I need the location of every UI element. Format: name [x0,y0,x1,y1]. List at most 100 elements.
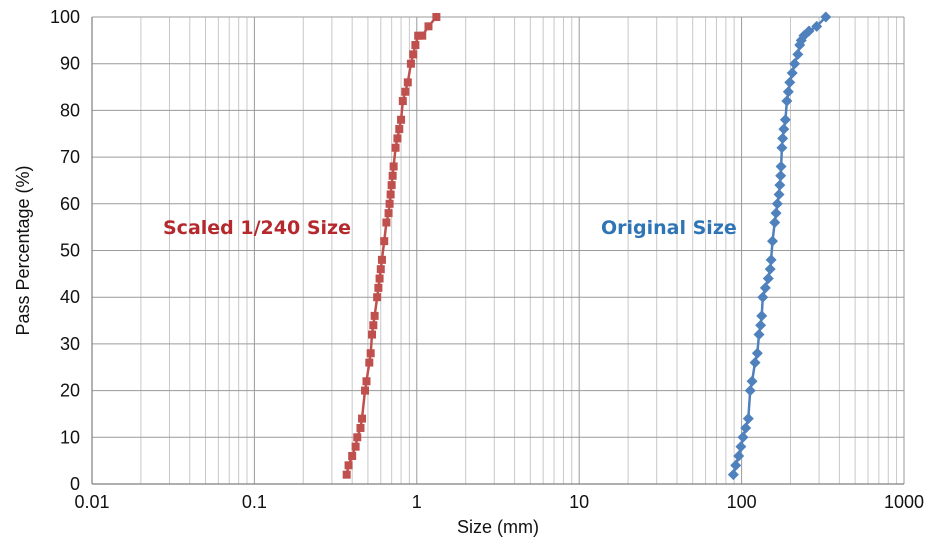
series-annotation: Scaled 1/240 Size [163,217,351,239]
data-point-scaled-1-240-size [386,190,395,199]
data-point-original-size [762,273,774,285]
data-point-original-size [792,48,804,60]
data-point-original-size [727,469,739,481]
data-point-original-size [789,58,801,70]
data-point-scaled-1-240-size [374,283,383,292]
x-tick-label: 0.01 [74,492,109,512]
data-point-scaled-1-240-size [369,321,378,330]
data-point-scaled-1-240-size [342,470,351,479]
x-tick-label: 10 [569,492,589,512]
data-series [342,11,832,481]
data-point-scaled-1-240-size [401,87,410,96]
data-point-original-size [765,254,777,266]
data-point-original-size [759,282,771,294]
data-point-scaled-1-240-size [397,115,406,124]
y-axis-title: Pass Percentage (%) [13,165,33,335]
data-point-original-size [742,413,754,425]
data-point-scaled-1-240-size [356,423,365,432]
data-point-original-size [735,441,747,453]
data-point-scaled-1-240-size [389,162,398,171]
data-point-original-size [771,198,783,210]
data-point-scaled-1-240-size [406,59,415,68]
y-tick-label: 40 [60,287,80,307]
data-point-scaled-1-240-size [382,218,391,227]
data-point-original-size [775,170,787,182]
data-point-scaled-1-240-size [387,181,396,190]
data-point-original-size [756,310,768,322]
data-point-original-size [740,422,752,434]
data-point-original-size [770,207,782,219]
data-point-scaled-1-240-size [391,143,400,152]
data-point-scaled-1-240-size [384,209,393,218]
data-point-scaled-1-240-size [403,78,412,87]
axes: 0.01 0.1 1 10 100 1000 0 10 20 30 40 50 60 70 80 90 100 [50,7,924,512]
data-point-scaled-1-240-size [351,442,360,451]
data-point-scaled-1-240-size [376,265,385,274]
data-point-original-size [755,319,767,331]
data-point-scaled-1-240-size [432,13,441,21]
data-point-scaled-1-240-size [388,171,397,180]
data-point-original-size [753,329,765,341]
x-axis-title: Size (mm) [457,517,539,537]
data-point-scaled-1-240-size [375,274,384,283]
data-point-scaled-1-240-size [361,386,370,395]
data-point-original-size [733,450,745,462]
x-tick-label: 1 [412,492,422,512]
data-point-original-size [803,25,815,37]
data-point-original-size [781,95,793,107]
data-point-original-size [749,357,761,369]
data-point-original-size [757,291,769,303]
data-point-scaled-1-240-size [409,50,418,59]
data-point-scaled-1-240-size [358,414,367,423]
y-tick-label: 100 [50,7,80,27]
data-point-scaled-1-240-size [398,97,407,106]
y-tick-label: 0 [70,474,80,494]
x-tick-label: 100 [727,492,757,512]
data-point-original-size [744,385,756,397]
y-tick-label: 90 [60,54,80,74]
data-point-original-size [751,347,763,359]
data-point-scaled-1-240-size [393,134,402,143]
y-tick-label: 60 [60,194,80,214]
data-point-scaled-1-240-size [368,330,377,339]
data-point-original-size [737,431,749,443]
data-point-original-size [782,86,794,98]
data-point-original-size [773,188,785,200]
data-point-scaled-1-240-size [411,41,420,50]
y-tick-label: 10 [60,427,80,447]
y-tick-label: 50 [60,241,80,261]
labels: Scaled 1/240 Size Original Size [163,217,737,239]
data-point-original-size [811,20,823,32]
data-point-original-size [774,179,786,191]
data-point-scaled-1-240-size [353,433,362,442]
data-point-scaled-1-240-size [380,237,389,246]
data-point-scaled-1-240-size [373,293,382,302]
data-point-original-size [778,123,790,135]
x-tick-label: 1000 [884,492,924,512]
data-point-original-size [786,67,798,79]
data-point-original-size [767,235,779,247]
y-tick-label: 80 [60,100,80,120]
data-point-scaled-1-240-size [365,358,374,367]
data-point-original-size [775,160,787,172]
y-tick-label: 20 [60,381,80,401]
data-point-scaled-1-240-size [395,125,404,134]
data-point-original-size [777,132,789,144]
data-point-original-size [746,375,758,387]
data-point-scaled-1-240-size [424,22,433,31]
data-point-original-size [820,11,832,23]
data-point-scaled-1-240-size [344,461,353,470]
y-tick-label: 70 [60,147,80,167]
data-point-original-size [784,76,796,88]
data-point-original-size [730,459,742,471]
data-point-scaled-1-240-size [414,31,423,40]
data-point-scaled-1-240-size [348,451,357,460]
data-point-scaled-1-240-size [418,31,427,40]
data-point-original-size [779,114,791,126]
data-point-scaled-1-240-size [377,255,386,264]
x-tick-label: 0.1 [242,492,267,512]
data-point-original-size [764,263,776,275]
y-tick-label: 30 [60,334,80,354]
data-point-scaled-1-240-size [366,349,375,358]
